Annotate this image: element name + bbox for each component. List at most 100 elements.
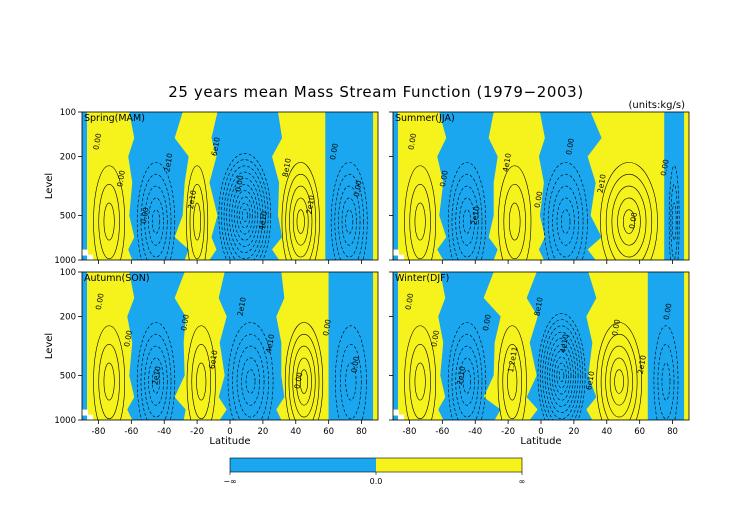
- region-negative: [664, 112, 685, 260]
- contour-line: [296, 357, 312, 406]
- contour-line: [617, 197, 641, 246]
- x-axis-label: Latitude: [209, 436, 250, 447]
- contour-line: [144, 185, 168, 258]
- contour-label: 4e10: [558, 333, 570, 353]
- contour-label: 0.00: [533, 190, 545, 208]
- region-negative: [82, 272, 87, 420]
- panel-title: Summer(JJA): [395, 113, 455, 124]
- contour-label: 0.00: [406, 132, 418, 150]
- contour-label: 2e10: [469, 205, 481, 225]
- region-positive: [587, 112, 665, 260]
- contour-line: [136, 162, 176, 260]
- contour-label: 2e10: [596, 173, 608, 193]
- contour-label: 0.00: [139, 206, 151, 224]
- missing-data-cell: [393, 249, 399, 256]
- missing-data-cell: [82, 409, 88, 416]
- region-positive: [483, 272, 538, 420]
- contour-label: 0.00: [115, 169, 127, 187]
- contour-label: 0.00: [349, 355, 361, 373]
- contour-line: [151, 209, 161, 234]
- colorbar-label: ∞: [519, 477, 526, 486]
- contour-line: [544, 331, 579, 420]
- contour-line: [549, 344, 574, 407]
- contour-line: [409, 344, 431, 420]
- contour-line: [556, 362, 567, 389]
- y-tick-label: 200: [60, 153, 76, 163]
- panel-plot-area: 0.00 0.00 2e10 0.00 6e10 2e10 4e10 0.00 0.00 0.00: [82, 272, 378, 420]
- contour-line: [231, 184, 259, 247]
- x-tick-label: -20: [501, 427, 515, 437]
- y-tick-label: 1000: [54, 416, 76, 426]
- region-positive: [174, 112, 218, 260]
- colorbar-label: −∞: [223, 477, 236, 486]
- region-negative: [437, 112, 498, 260]
- contour-label: 4e10: [501, 152, 513, 172]
- contour-line: [622, 209, 635, 234]
- y-tick-label: 100: [60, 108, 76, 118]
- contour-label: 1.2e11: [506, 346, 519, 373]
- contour-label: 0.00: [662, 302, 674, 320]
- contour-line: [227, 322, 274, 420]
- contour-line: [186, 165, 209, 260]
- contour-line: [345, 209, 354, 234]
- contour-line: [345, 362, 357, 401]
- contour-label: 4e10: [257, 210, 269, 230]
- contour-line: [140, 173, 172, 260]
- contour-line: [462, 209, 472, 234]
- contour-label: 0.00: [352, 179, 364, 197]
- region-positive: [488, 112, 545, 260]
- contour-line: [543, 162, 588, 260]
- contour-line: [341, 197, 357, 246]
- contour-line: [245, 369, 256, 394]
- panels: 0.00 0.00 0.00 2e10 2e10 6e10 0.00 4e10 8e10 2e10…: [44, 108, 690, 447]
- region-negative: [328, 272, 374, 420]
- contour-label: 0.00: [91, 132, 103, 150]
- units-label: (units:kg/s): [629, 100, 686, 111]
- contour-label: 2e10: [236, 296, 248, 316]
- x-tick-label: 20: [568, 427, 579, 437]
- contour-line: [609, 357, 629, 406]
- contour-label: 2e10: [636, 354, 648, 374]
- panel-summer-jja: 0.00 0.00 2e10 4e10 0.00 0.00 2e10 0.00 0.00 Summ…: [389, 111, 690, 264]
- missing-data-cell: [393, 409, 399, 416]
- x-tick-label: -80: [402, 427, 416, 437]
- contour-line: [285, 173, 317, 260]
- missing-data-cell: [398, 254, 404, 260]
- contour-line: [605, 173, 653, 260]
- contour-line: [614, 369, 624, 394]
- panel-winter-djf: 0.00 0.00 2e10 0.00 1.2e11 8e10 4e10 6e10 0.00 2e…: [389, 271, 690, 447]
- contour-line: [671, 202, 677, 241]
- contour-line: [508, 202, 521, 241]
- colorbar: −∞ 0.0 ∞: [223, 457, 526, 486]
- contour-line: [218, 153, 272, 260]
- colorbar-label: 0.0: [370, 477, 383, 486]
- contour-line: [451, 333, 483, 420]
- region-negative: [393, 272, 398, 420]
- contour-line: [554, 356, 569, 395]
- contour-line: [241, 208, 248, 222]
- contour-line: [103, 202, 115, 241]
- contour-line: [503, 184, 526, 260]
- y-axis-label: Level: [44, 173, 55, 199]
- contour-line: [537, 313, 586, 420]
- missing-data-cell: [87, 414, 93, 420]
- region-positive: [373, 272, 378, 420]
- contour-label: 2e10: [455, 365, 467, 385]
- contour-label: 0.00: [438, 169, 450, 187]
- region-positive: [174, 272, 227, 420]
- region-negative: [438, 272, 501, 420]
- region-negative: [526, 272, 597, 420]
- panel-title: Spring(MAM): [84, 113, 145, 124]
- contour-label: 2e10: [162, 152, 174, 172]
- y-axis-label: Level: [44, 333, 55, 359]
- contour-line: [98, 184, 120, 260]
- contour-line: [561, 209, 571, 234]
- contour-line: [330, 162, 368, 260]
- contour-label: 0.00: [94, 292, 106, 310]
- contour-label: 0.00: [610, 318, 622, 336]
- contour-line: [288, 333, 320, 420]
- contour-label: 0.00: [233, 174, 245, 192]
- contour-line: [552, 185, 580, 258]
- y-tick-label: 1000: [54, 256, 76, 266]
- contour-line: [93, 165, 126, 260]
